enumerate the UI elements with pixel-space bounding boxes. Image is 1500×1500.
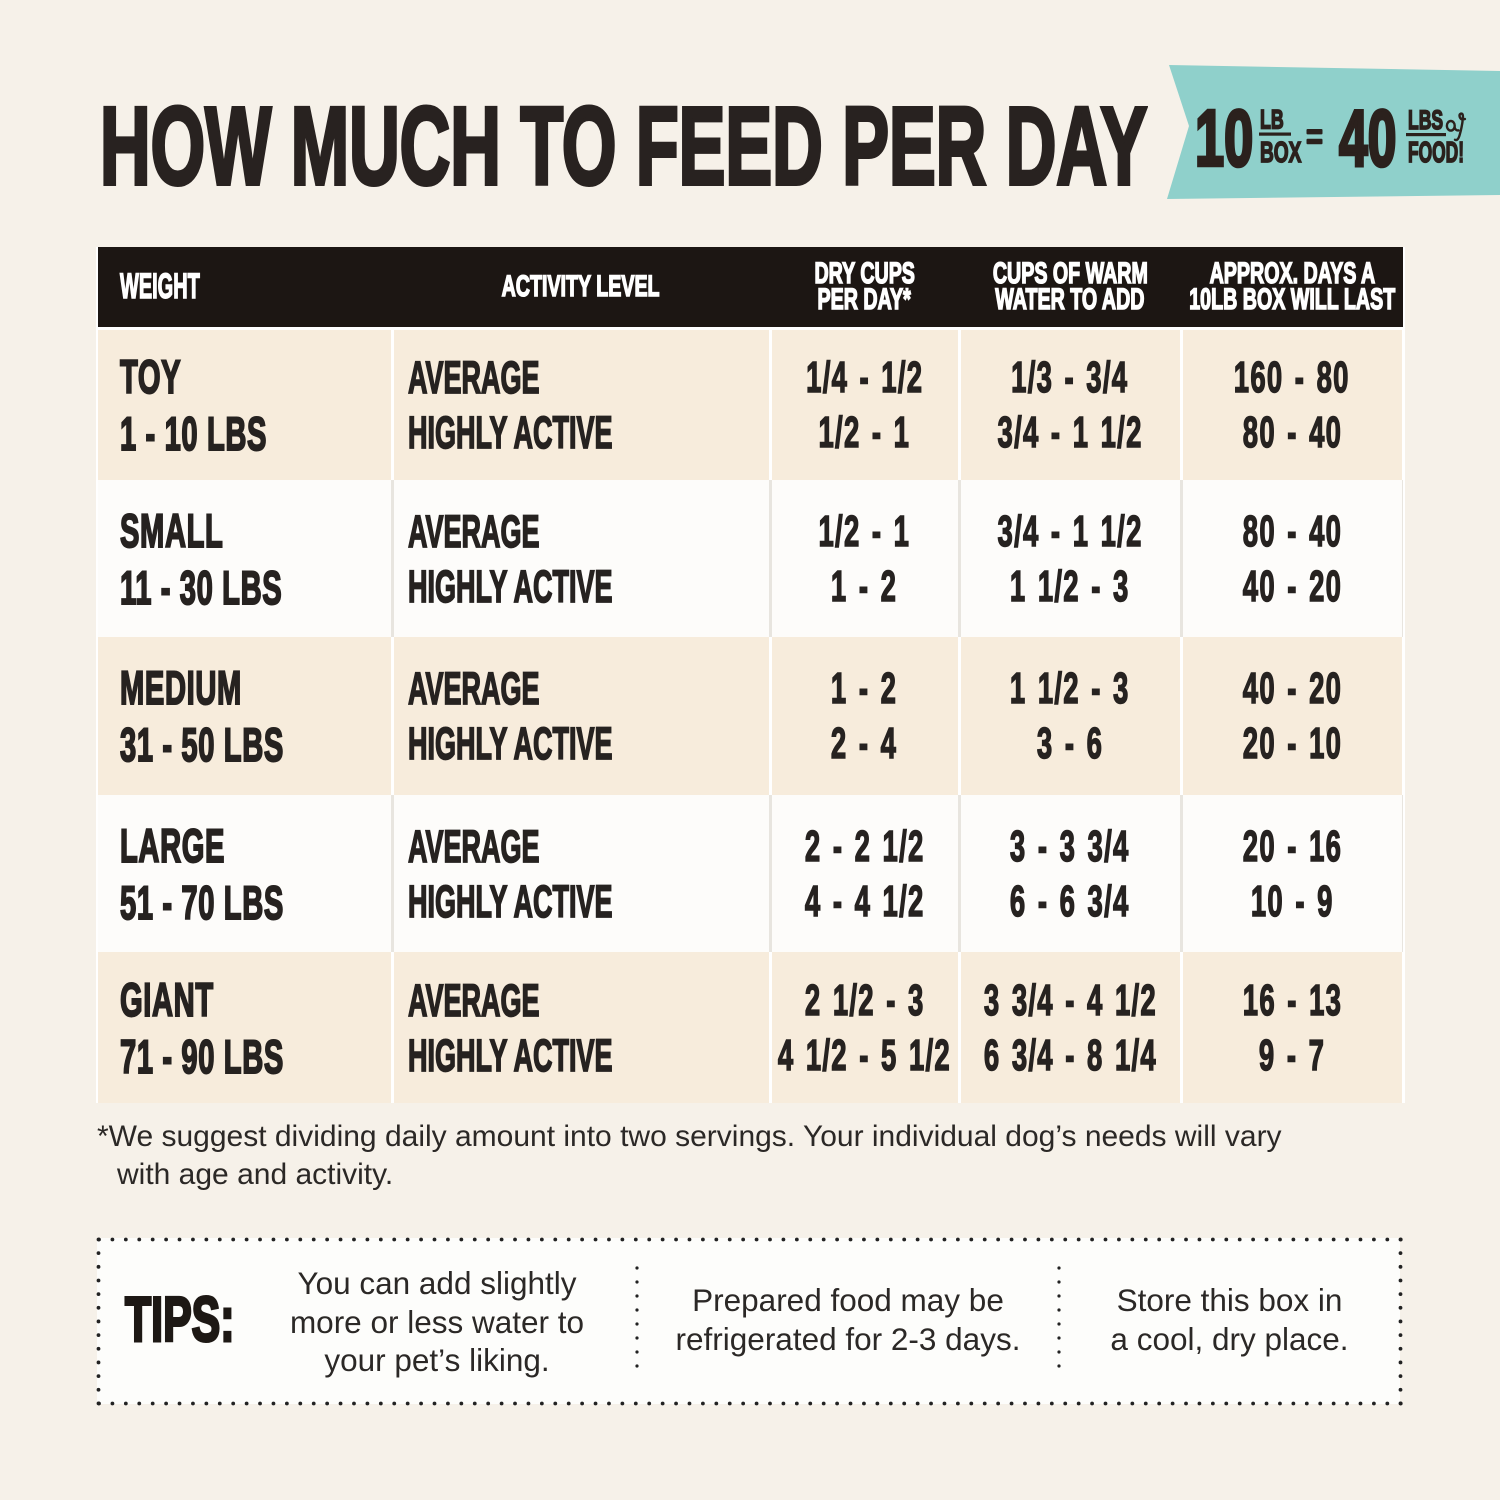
svg-text:BOX: BOX — [1260, 137, 1302, 169]
svg-text:40: 40 — [1339, 94, 1396, 183]
svg-text:10: 10 — [1195, 95, 1253, 184]
svg-text:LB: LB — [1260, 104, 1284, 135]
svg-text:FOOD!: FOOD! — [1408, 137, 1464, 170]
svg-text:LBS: LBS — [1408, 104, 1443, 135]
